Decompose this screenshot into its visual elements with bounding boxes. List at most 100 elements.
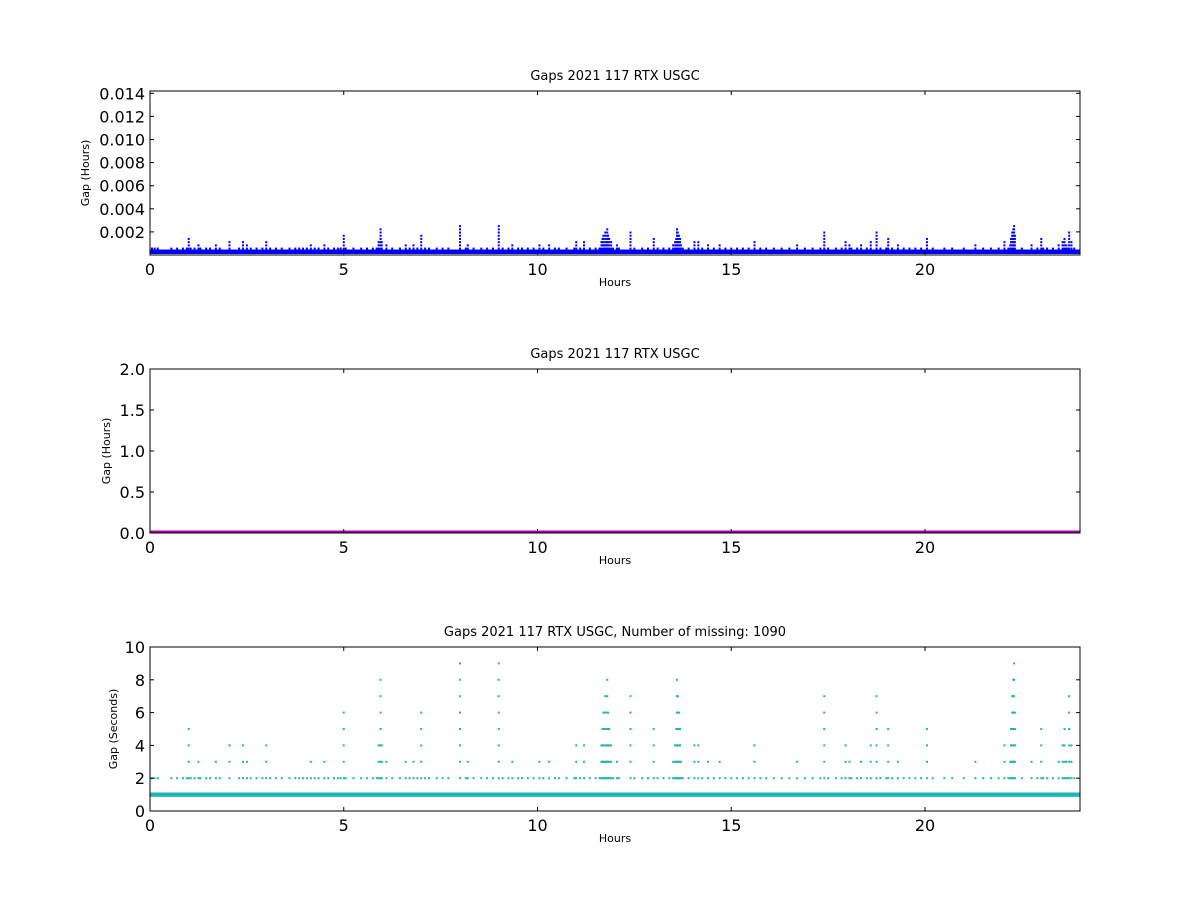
data-point [1070,777,1073,780]
data-point [464,247,467,250]
data-point [1010,777,1013,780]
data-point [420,244,423,247]
y-tick-label: 6 [135,704,145,723]
y-tick-label: 1.5 [120,401,145,420]
axes-frame [149,646,1081,812]
data-point [1063,244,1066,247]
data-point [736,247,739,250]
data-point [1011,237,1014,240]
data-point [676,247,679,250]
data-point [629,244,632,247]
data-point [875,237,878,240]
data-point [377,244,380,247]
data-point [712,247,715,250]
data-point [617,777,620,780]
data-point [339,777,342,780]
data-point [629,241,632,244]
data-point [342,711,345,714]
data-point [860,244,863,247]
data-point [459,678,461,681]
data-point [701,247,704,250]
data-point [875,777,878,780]
data-point [844,760,847,763]
data-point [730,247,733,250]
data-point [608,237,611,240]
data-point [583,241,585,244]
data-point [511,760,514,763]
data-point [741,247,744,250]
data-point [887,244,890,247]
data-point [575,247,578,250]
chart-title: Gaps 2021 117 RTX USGC, Number of missin… [444,625,786,640]
data-point [844,241,847,244]
y-tick-label: 0.012 [99,107,145,126]
data-point [1040,728,1043,730]
data-point [718,247,721,250]
data-point [844,777,847,780]
data-point [920,777,923,780]
data-point [914,247,917,250]
data-point [1013,225,1016,228]
x-tick-label: 20 [915,260,935,279]
data-point [1007,777,1010,780]
data-point [459,728,461,730]
data-point [1065,247,1068,250]
data-point [875,744,878,747]
y-tick-label: 0 [135,802,145,821]
data-point [379,711,382,714]
data-point [187,760,190,763]
data-point [565,777,568,780]
x-tick-label: 20 [915,816,935,835]
data-point [1068,234,1071,237]
data-point [674,241,677,244]
data-point [497,711,500,714]
y-tick-label: 10 [125,638,145,657]
data-point [377,241,380,244]
x-axis-label: Hours [599,276,631,289]
data-point [1061,744,1064,747]
x-axis-label: Hours [599,554,631,567]
data-point [604,695,607,698]
data-point [796,777,799,780]
data-point [1040,241,1043,244]
data-point [269,247,272,250]
data-point [896,247,899,250]
data-point [472,247,475,250]
data-point [1011,244,1014,247]
data-point [672,244,675,247]
data-point [1030,244,1033,247]
x-tick-label: 0 [145,538,155,557]
data-point [902,777,905,780]
data-point [379,228,382,231]
data-point [693,777,696,780]
data-point [860,247,863,250]
data-point [693,244,696,247]
data-point [679,777,682,780]
data-point [416,247,419,250]
data-point [1078,792,1080,797]
data-point [676,241,679,244]
data-point [1042,247,1045,250]
data-point [697,244,700,247]
data-point [459,244,461,247]
data-point [380,244,383,247]
data-point [507,247,510,250]
data-point [646,777,649,780]
data-point [602,237,605,240]
y-tick-label: 0.5 [120,483,145,502]
data-point [375,777,378,780]
data-point [404,777,407,780]
data-point [676,728,679,730]
data-point [925,744,928,747]
data-point [1066,247,1069,250]
data-point [674,247,677,250]
data-point [676,711,679,714]
data-point [459,711,461,714]
data-point [170,247,173,250]
data-point [538,247,541,250]
data-point [404,247,407,250]
data-point [679,744,682,747]
data-point [497,231,500,234]
data-point [214,247,217,250]
data-point [228,244,231,247]
